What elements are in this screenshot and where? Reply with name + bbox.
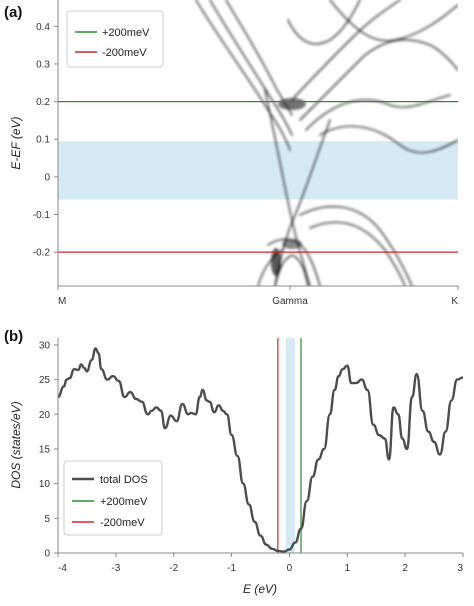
panel-a-x-tick-label: K — [451, 296, 458, 307]
panel-b-label: (b) — [4, 328, 23, 345]
band-structure-image — [195, 0, 458, 286]
panel-b-y-tick-label: 15 — [39, 444, 51, 455]
panel-b-x-tick-label: 3 — [457, 563, 463, 574]
panel-b-x-tick-label: -3 — [111, 563, 120, 574]
panel-b-shaded-band — [285, 338, 295, 553]
total-dos-line — [58, 347, 463, 553]
panel-b-y-tick-label: 0 — [44, 549, 50, 560]
panel-a-y-tick-label: 0.3 — [36, 59, 50, 70]
legend-b-plus-label: +200meV — [100, 496, 148, 508]
panel-b-x-tick-label: 0 — [287, 563, 293, 574]
panel-a-x-tick-label: M — [58, 296, 66, 307]
panel-a-x-tick-label: Gamma — [272, 296, 308, 307]
panel-b-y-tick-label: 5 — [44, 514, 50, 525]
panel-b-y-tick-label: 30 — [39, 340, 51, 351]
panel-b-y-tick-label: 10 — [39, 479, 51, 490]
panel-a-y-tick-label: 0.1 — [36, 135, 50, 146]
panel-a-y-tick-label: 0.4 — [36, 22, 50, 33]
panel-b-x-tick-label: -4 — [58, 563, 67, 574]
panel-b-legend: total DOS +200meV -200meV — [63, 460, 163, 536]
legend-a-plus-label: +200meV — [102, 27, 150, 39]
panel-a-shaded-band — [58, 141, 458, 200]
panel-b-y-tick-label: 25 — [39, 375, 51, 386]
panel-b-x-axis-title: E (eV) — [243, 582, 277, 596]
panel-b-x-tick-label: 2 — [402, 563, 408, 574]
legend-a-minus-label: -200meV — [102, 47, 147, 59]
panel-b-y-axis-title: DOS (states/eV) — [9, 401, 23, 488]
panel-b-x-tick-label: -2 — [169, 563, 178, 574]
panel-a-y-tick-label: -0.1 — [33, 210, 51, 221]
panel-a: (a) — [4, 0, 459, 307]
legend-b-minus-label: -200meV — [100, 517, 145, 529]
panel-a-y-tick-label: 0 — [44, 172, 50, 183]
panel-a-y-tick-label: 0.2 — [36, 97, 50, 108]
legend-b-dos-label: total DOS — [100, 474, 148, 486]
panel-b: (b) 30 25 20 15 10 5 0 -4 -3 -2 -1 0 1 2 3 DOS (state… — [4, 328, 464, 596]
panel-a-legend: +200meV -200meV — [66, 10, 164, 68]
panel-a-y-ticks: 0.4 0.3 0.2 0.1 0 -0.1 -0.2 — [33, 22, 58, 259]
panel-b-x-ticks: -4 -3 -2 -1 0 1 2 3 — [57, 553, 464, 574]
panel-a-x-ticks: M Gamma K — [57, 286, 459, 307]
panel-a-y-tick-label: -0.2 — [33, 248, 51, 259]
panel-b-y-tick-label: 20 — [39, 410, 51, 421]
panel-a-label: (a) — [4, 4, 22, 21]
panel-b-x-tick-label: -1 — [227, 563, 236, 574]
panel-b-x-tick-label: 1 — [345, 563, 351, 574]
panel-a-y-axis-title: E-EF (eV) — [9, 116, 23, 169]
panel-b-y-ticks: 30 25 20 15 10 5 0 — [39, 340, 58, 560]
